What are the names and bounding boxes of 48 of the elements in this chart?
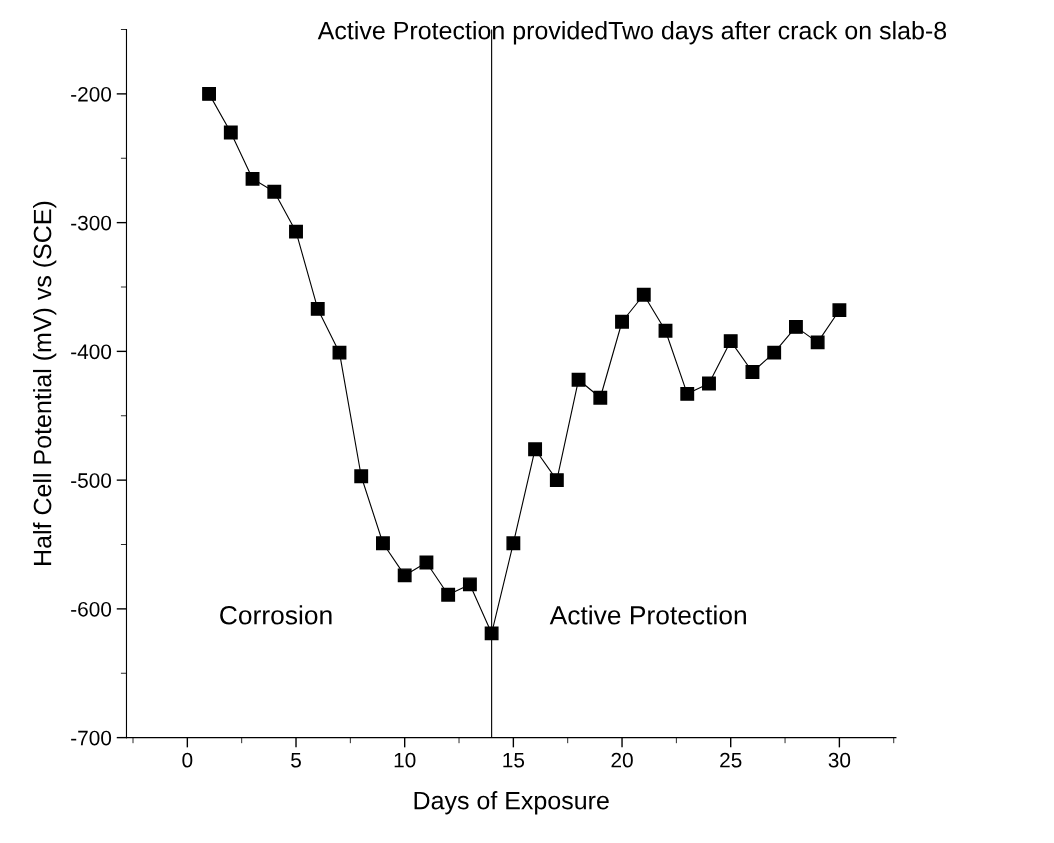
point <box>484 626 499 641</box>
point <box>310 301 325 316</box>
point <box>702 376 716 391</box>
point <box>549 473 564 488</box>
y-axis-title: Half Cell Potential (mV) vs (SCE) <box>33 201 57 565</box>
point <box>245 171 260 186</box>
point <box>658 323 673 338</box>
x-axis-title: Days of Exposure <box>414 791 609 815</box>
x-tick-label: 10 <box>394 752 416 768</box>
point <box>832 303 847 318</box>
point <box>615 314 629 329</box>
point <box>202 86 217 101</box>
point <box>289 224 303 239</box>
y-tick-label: -400 <box>71 344 112 360</box>
point <box>571 372 586 387</box>
point <box>506 536 521 551</box>
point <box>441 587 456 602</box>
point <box>376 536 390 551</box>
point <box>419 555 434 570</box>
x-tick-label: 15 <box>503 752 525 768</box>
point <box>354 469 369 484</box>
y-tick-label: -600 <box>71 601 112 617</box>
y-tick-label: -200 <box>71 86 112 102</box>
point <box>810 335 825 350</box>
point <box>462 577 477 592</box>
y-tick-label: -300 <box>71 215 112 231</box>
point <box>223 125 238 140</box>
point <box>332 345 347 360</box>
x-tick-label: 30 <box>828 752 851 768</box>
point <box>593 390 608 405</box>
point <box>397 568 412 583</box>
chart-title: Active Protection providedTwo days after crack on slab-8 <box>317 21 947 45</box>
point <box>680 386 695 401</box>
point <box>745 365 760 379</box>
annotation: Corrosion <box>220 605 332 625</box>
point <box>788 319 803 334</box>
y-tick-label: -500 <box>71 473 112 488</box>
point <box>723 334 738 349</box>
x-tick-label: 25 <box>720 752 742 768</box>
point <box>528 442 543 457</box>
annotation: Active Protection <box>549 605 746 625</box>
point <box>767 345 782 360</box>
x-tick-label: 0 <box>182 752 193 768</box>
point <box>636 287 651 302</box>
x-tick-label: 5 <box>291 752 301 768</box>
point <box>267 184 282 199</box>
x-tick-label: 20 <box>611 752 633 768</box>
y-tick-label: -700 <box>71 730 112 746</box>
